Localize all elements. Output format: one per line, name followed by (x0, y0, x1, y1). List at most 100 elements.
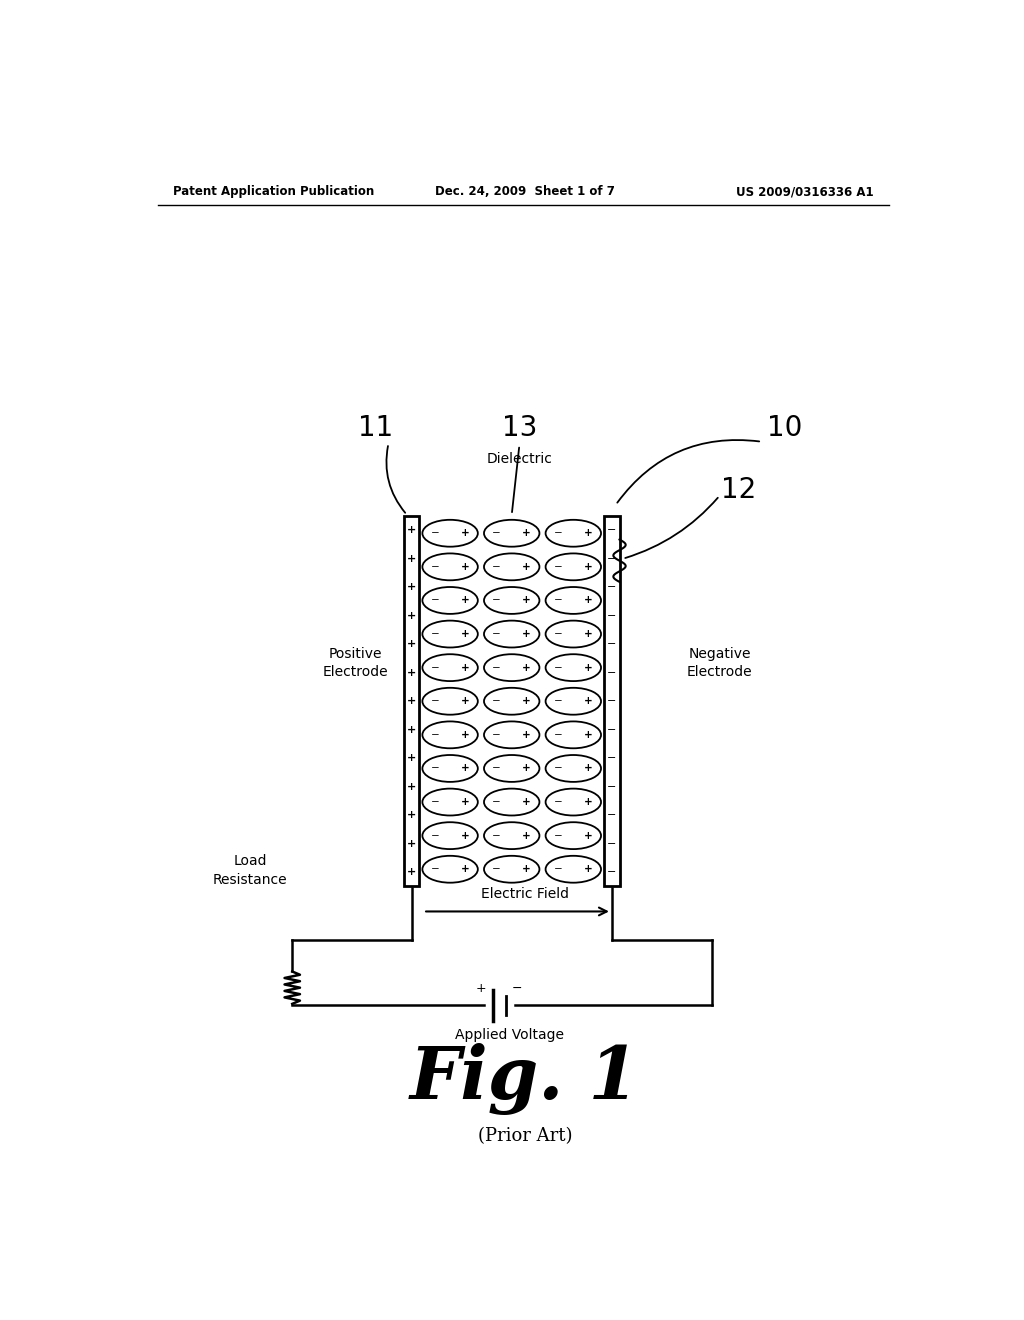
Text: +: + (407, 781, 416, 792)
Text: −: − (431, 595, 439, 606)
Text: Dielectric: Dielectric (486, 451, 552, 466)
Text: −: − (607, 725, 616, 735)
Text: +: + (522, 797, 531, 807)
Text: −: − (431, 663, 439, 673)
Text: −: − (493, 595, 501, 606)
Text: −: − (512, 982, 522, 995)
Text: −: − (554, 763, 563, 774)
Text: +: + (522, 730, 531, 739)
Text: +: + (584, 562, 593, 572)
Text: −: − (554, 562, 563, 572)
Text: −: − (431, 865, 439, 874)
Ellipse shape (422, 722, 478, 748)
Ellipse shape (484, 788, 540, 816)
Bar (604, 516, 620, 886)
Text: +: + (461, 830, 469, 841)
Ellipse shape (422, 620, 478, 648)
Text: +: + (407, 725, 416, 735)
Text: −: − (493, 562, 501, 572)
Ellipse shape (422, 688, 478, 714)
Ellipse shape (422, 520, 478, 546)
Text: −: − (607, 781, 616, 792)
Text: US 2009/0316336 A1: US 2009/0316336 A1 (736, 185, 873, 198)
Text: +: + (522, 595, 531, 606)
Text: +: + (584, 830, 593, 841)
Text: Load
Resistance: Load Resistance (213, 854, 287, 887)
Ellipse shape (546, 788, 601, 816)
Ellipse shape (546, 520, 601, 546)
Text: +: + (407, 867, 416, 878)
Text: −: − (554, 528, 563, 539)
Ellipse shape (484, 587, 540, 614)
Ellipse shape (422, 553, 478, 581)
Text: +: + (461, 797, 469, 807)
Ellipse shape (422, 587, 478, 614)
Text: −: − (554, 663, 563, 673)
Text: −: − (607, 525, 616, 536)
Text: +: + (522, 865, 531, 874)
Ellipse shape (546, 688, 601, 714)
Ellipse shape (422, 755, 478, 781)
Text: −: − (493, 865, 501, 874)
Text: −: − (493, 696, 501, 706)
Ellipse shape (422, 788, 478, 816)
Text: +: + (522, 696, 531, 706)
Text: (Prior Art): (Prior Art) (477, 1127, 572, 1146)
Text: +: + (584, 663, 593, 673)
Text: −: − (607, 582, 616, 593)
Text: +: + (461, 562, 469, 572)
Ellipse shape (484, 755, 540, 781)
Text: −: − (554, 865, 563, 874)
Text: +: + (461, 528, 469, 539)
Text: −: − (607, 611, 616, 620)
Text: 12: 12 (721, 475, 757, 503)
Text: −: − (607, 668, 616, 677)
Text: −: − (431, 562, 439, 572)
Ellipse shape (484, 655, 540, 681)
Text: −: − (607, 754, 616, 763)
Text: +: + (522, 562, 531, 572)
Text: −: − (431, 630, 439, 639)
Text: +: + (522, 528, 531, 539)
Text: +: + (584, 528, 593, 539)
Ellipse shape (546, 587, 601, 614)
Text: −: − (431, 830, 439, 841)
Text: +: + (584, 763, 593, 774)
Ellipse shape (484, 553, 540, 581)
Text: −: − (493, 797, 501, 807)
Ellipse shape (484, 688, 540, 714)
Text: +: + (461, 595, 469, 606)
Text: −: − (607, 810, 616, 820)
Text: Electric Field: Electric Field (481, 887, 569, 902)
Text: +: + (584, 595, 593, 606)
Text: −: − (431, 797, 439, 807)
Text: +: + (584, 865, 593, 874)
Text: −: − (493, 730, 501, 739)
Text: +: + (522, 663, 531, 673)
Text: +: + (407, 525, 416, 536)
Ellipse shape (546, 822, 601, 849)
Ellipse shape (484, 822, 540, 849)
Text: +: + (407, 611, 416, 620)
Ellipse shape (484, 855, 540, 883)
Text: +: + (461, 865, 469, 874)
Ellipse shape (546, 655, 601, 681)
Text: −: − (431, 763, 439, 774)
Text: −: − (493, 663, 501, 673)
Text: −: − (554, 595, 563, 606)
Ellipse shape (546, 722, 601, 748)
Bar (403, 516, 419, 886)
Text: −: − (607, 639, 616, 649)
Text: +: + (407, 810, 416, 820)
Text: −: − (493, 630, 501, 639)
Text: 11: 11 (357, 414, 393, 442)
Text: +: + (407, 696, 416, 706)
Ellipse shape (546, 855, 601, 883)
Text: −: − (493, 528, 501, 539)
Text: −: − (493, 830, 501, 841)
Ellipse shape (422, 855, 478, 883)
Text: +: + (407, 554, 416, 564)
Text: +: + (407, 582, 416, 593)
Text: 10: 10 (767, 414, 803, 442)
Text: −: − (607, 867, 616, 878)
